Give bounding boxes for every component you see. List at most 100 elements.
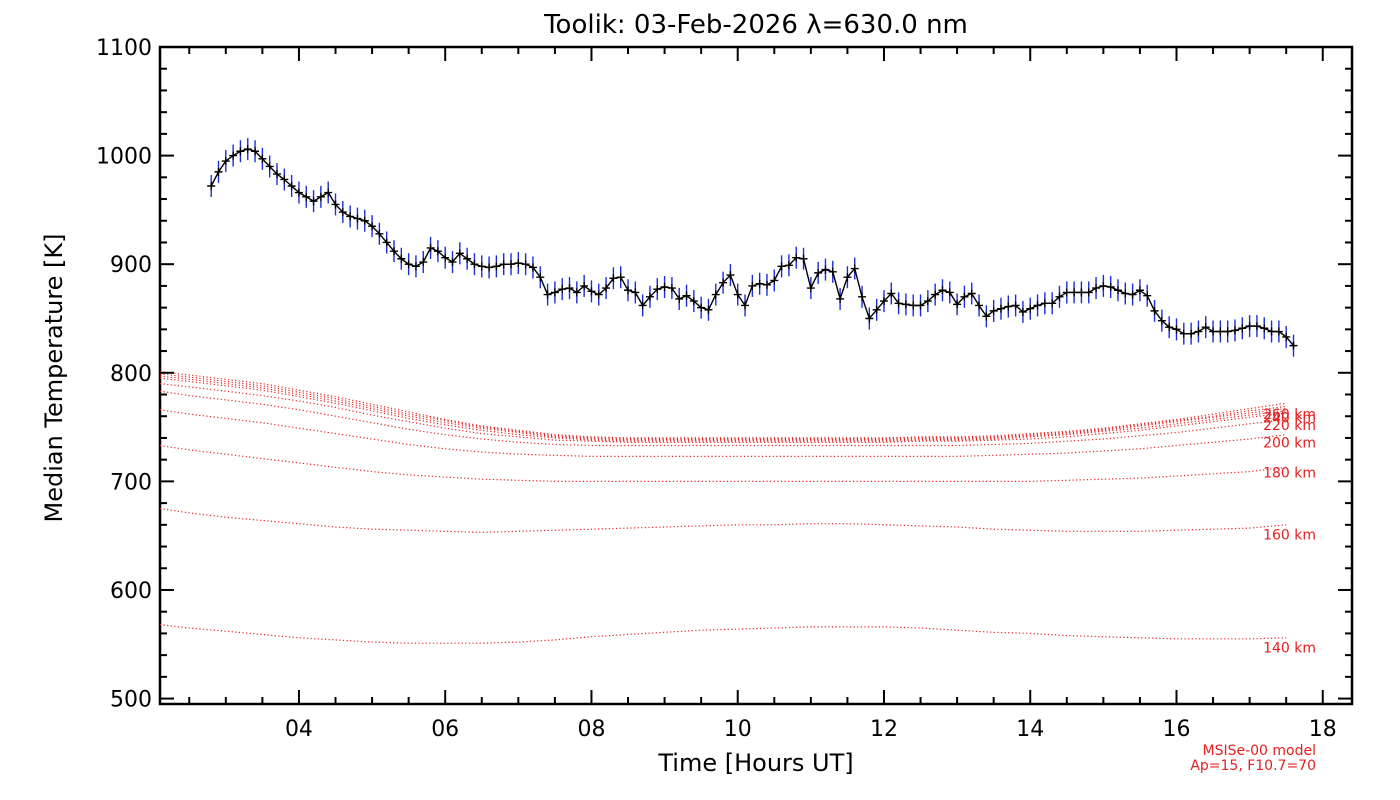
data-point <box>938 286 947 295</box>
x-axis-label: Time [Hours UT] <box>657 749 853 777</box>
model-altitude-label: 140 km <box>1263 641 1316 657</box>
data-point <box>975 301 984 310</box>
data-point <box>528 263 537 272</box>
data-point <box>587 287 596 296</box>
model-curve-3 <box>159 444 1287 482</box>
data-point <box>353 214 362 223</box>
data-point <box>901 300 910 309</box>
data-point <box>390 247 399 256</box>
data-point <box>507 260 516 269</box>
data-point <box>784 261 793 270</box>
data-point <box>536 273 545 282</box>
data-point <box>1040 299 1049 308</box>
plot-frame <box>158 45 1354 706</box>
data-point <box>580 281 589 290</box>
data-point <box>221 157 230 166</box>
x-tick-label: 04 <box>285 717 313 742</box>
data-point <box>953 300 962 309</box>
model-altitude-label: 220 km <box>1263 418 1316 434</box>
data-point <box>675 294 684 303</box>
data-point <box>770 276 779 285</box>
data-point <box>836 294 845 303</box>
data-point <box>1172 325 1181 334</box>
model-altitude-label: 200 km <box>1263 435 1316 451</box>
data-point <box>470 260 479 269</box>
data-point <box>609 274 618 283</box>
data-point <box>492 262 501 271</box>
data-point <box>850 264 859 273</box>
data-point <box>1143 291 1152 300</box>
data-point <box>1084 288 1093 297</box>
data-point <box>755 279 764 288</box>
data-point <box>251 147 260 156</box>
data-point <box>1033 301 1042 310</box>
x-tick-label: 08 <box>577 717 605 742</box>
model-altitude-label: 180 km <box>1263 466 1316 482</box>
data-point <box>624 286 633 295</box>
data-point <box>923 297 932 306</box>
model-altitude-label: 260 km <box>1263 407 1316 423</box>
data-point <box>550 288 559 297</box>
data-point <box>419 258 428 267</box>
data-point <box>1113 286 1122 295</box>
data-point <box>1048 299 1057 308</box>
data-point <box>792 253 801 262</box>
y-tick-label: 600 <box>110 579 152 604</box>
data-point <box>1135 286 1144 295</box>
model-curve-1 <box>159 624 1287 644</box>
data-point <box>258 154 267 163</box>
data-point <box>514 259 523 268</box>
data-point <box>1106 282 1115 291</box>
data-point <box>762 280 771 289</box>
data-point <box>1245 322 1254 331</box>
data-point <box>236 147 245 156</box>
data-point <box>828 267 837 276</box>
x-tick-label: 10 <box>724 717 752 742</box>
data-point <box>1289 341 1298 350</box>
data-point <box>485 263 494 272</box>
data-point <box>894 299 903 308</box>
data-point <box>565 284 574 293</box>
data-point <box>1070 288 1079 297</box>
data-point <box>653 285 662 294</box>
x-tick-label: 14 <box>1016 717 1044 742</box>
data-point <box>360 216 369 225</box>
data-point <box>887 289 896 298</box>
data-point <box>799 254 808 263</box>
data-point <box>1055 292 1064 301</box>
data-point <box>660 282 669 291</box>
data-point <box>1011 301 1020 310</box>
data-point <box>960 292 969 301</box>
data-point <box>265 162 274 171</box>
data-point <box>521 260 530 269</box>
data-point <box>697 303 706 312</box>
data-point <box>1216 327 1225 336</box>
x-tick-label: 06 <box>431 717 459 742</box>
data-point <box>748 281 757 290</box>
data-point <box>338 208 347 217</box>
data-point <box>1157 316 1166 325</box>
data-point <box>1194 327 1203 336</box>
data-point <box>243 145 252 154</box>
data-point <box>945 288 954 297</box>
data-point <box>214 167 223 176</box>
data-point <box>346 212 355 221</box>
data-point <box>448 258 457 267</box>
data-point <box>719 278 728 287</box>
data-point <box>441 253 450 262</box>
data-point <box>463 254 472 263</box>
data-point <box>989 306 998 315</box>
model-curve-10 <box>159 371 1287 439</box>
data-point <box>777 262 786 271</box>
data-point <box>1128 290 1137 299</box>
data-point <box>1026 304 1035 313</box>
data-point <box>368 222 377 231</box>
data-point <box>1230 326 1239 335</box>
data-point <box>543 290 552 299</box>
chart-title: Toolik: 03-Feb-2026 λ=630.0 nm <box>543 10 968 40</box>
data-point <box>594 290 603 299</box>
data-point <box>1223 327 1232 336</box>
data-point <box>1092 284 1101 293</box>
data-point <box>273 170 282 179</box>
